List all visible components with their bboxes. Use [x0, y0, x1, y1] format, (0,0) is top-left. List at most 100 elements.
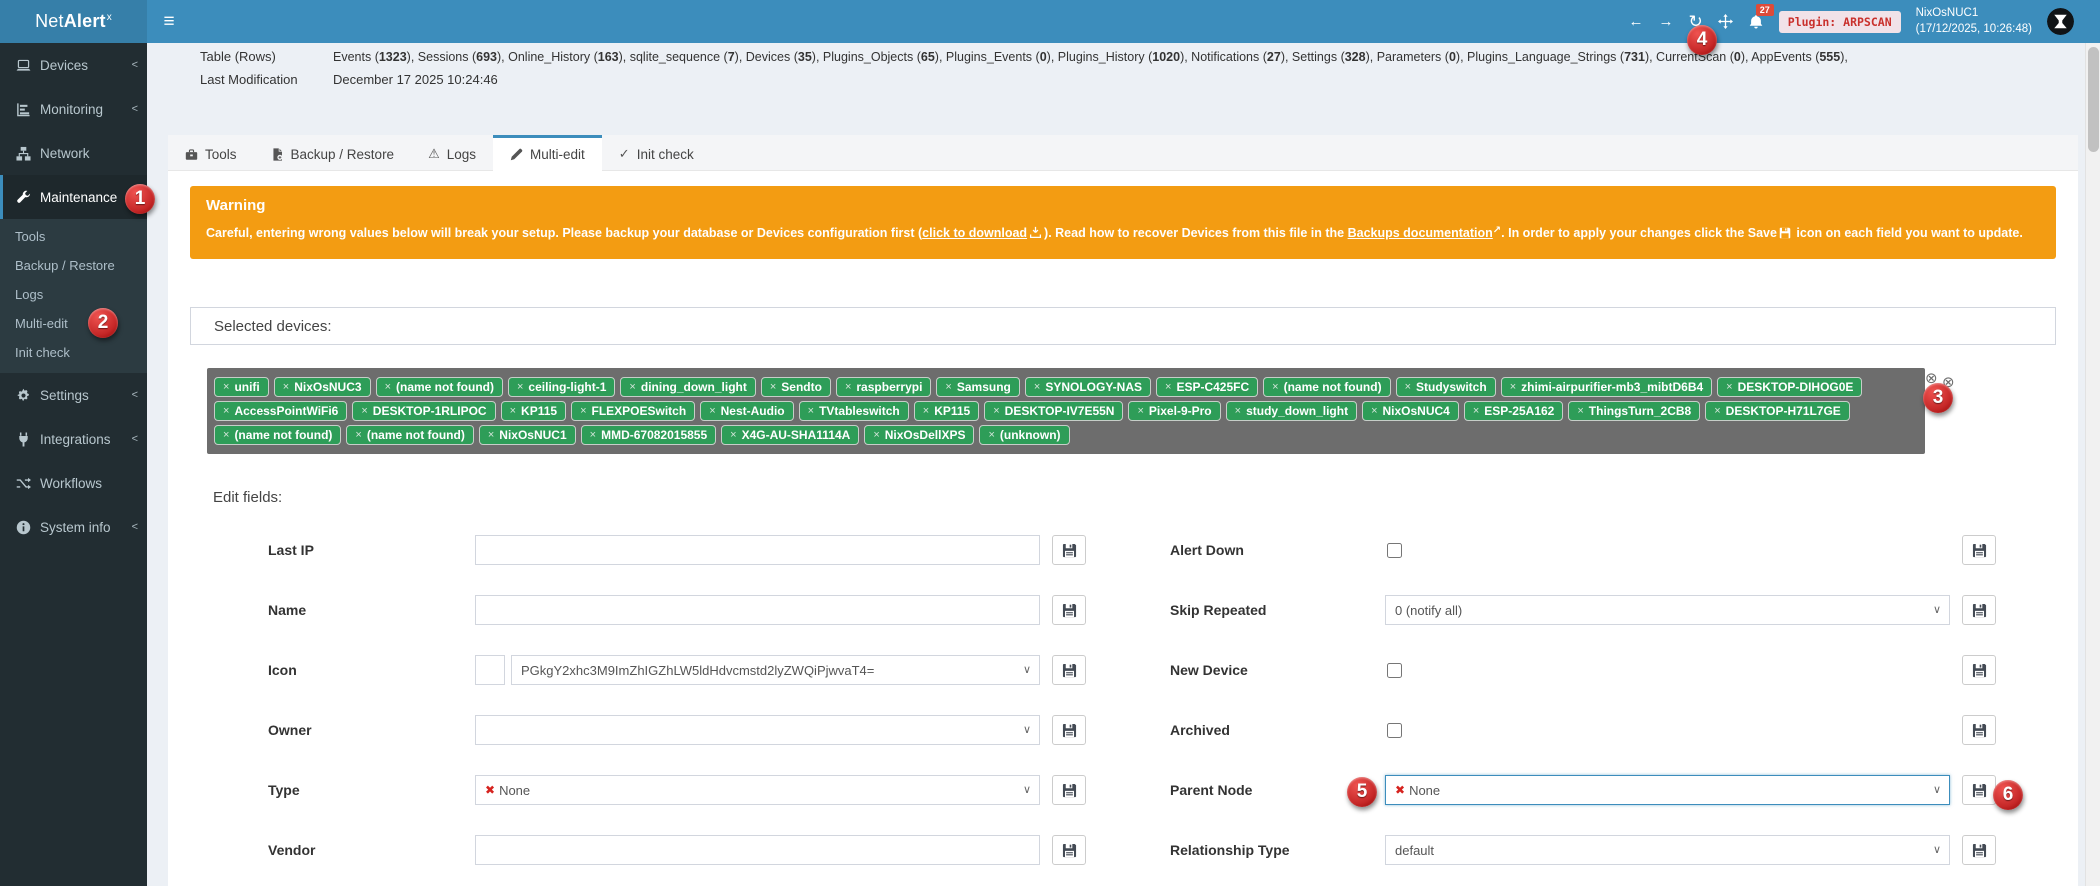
- user-avatar[interactable]: [2047, 8, 2074, 35]
- icon-select[interactable]: PGkgY2xhc3M9ImZhIGZhLW5ldHdvcmstd2lyZWQi…: [511, 655, 1040, 685]
- vertical-scrollbar[interactable]: [2085, 43, 2100, 886]
- owner-select[interactable]: ∨: [475, 715, 1040, 745]
- remove-device-icon[interactable]: ×: [1577, 405, 1584, 417]
- tab-init-check[interactable]: ✓ Init check: [602, 135, 711, 170]
- save-last-ip-button[interactable]: [1052, 535, 1086, 565]
- device-chip[interactable]: × unifi: [214, 377, 269, 397]
- remove-device-icon[interactable]: ×: [580, 405, 587, 417]
- relationship-type-select[interactable]: default ∨: [1385, 835, 1950, 865]
- device-chip[interactable]: × (name not found): [1263, 377, 1391, 397]
- remove-device-icon[interactable]: ×: [361, 405, 368, 417]
- remove-device-icon[interactable]: ×: [1033, 381, 1041, 393]
- device-chip[interactable]: × DESKTOP-IV7E55N: [984, 401, 1124, 421]
- device-chip[interactable]: × (unknown): [979, 425, 1070, 445]
- notifications-button[interactable]: 27: [1748, 3, 1774, 30]
- sidebar-subitem[interactable]: Init check: [15, 345, 70, 360]
- remove-device-icon[interactable]: ×: [487, 429, 495, 441]
- clear-selection-icon[interactable]: ⊗: [1925, 370, 1938, 387]
- save-relationship-type-button[interactable]: [1962, 835, 1996, 865]
- remove-device-icon[interactable]: ×: [629, 381, 636, 393]
- device-chip[interactable]: × Samsung: [936, 377, 1020, 397]
- device-chip[interactable]: × (name not found): [375, 377, 503, 397]
- plugin-status-badge[interactable]: Plugin: ARPSCAN: [1778, 10, 1901, 33]
- save-icon-button[interactable]: [1052, 655, 1086, 685]
- last-ip-input[interactable]: [475, 535, 1040, 565]
- device-chip[interactable]: × NixOsNUC3: [273, 377, 371, 397]
- remove-device-icon[interactable]: ×: [1137, 405, 1144, 417]
- sidebar-item-settings[interactable]: Settings <: [0, 373, 147, 417]
- save-owner-button[interactable]: [1052, 715, 1086, 745]
- tab-logs[interactable]: ⚠ Logs: [411, 135, 493, 170]
- device-chip[interactable]: × Sendto: [760, 377, 831, 397]
- selected-devices-header[interactable]: Selected devices:: [190, 307, 2056, 345]
- device-chip[interactable]: × ThingsTurn_2CB8: [1568, 401, 1701, 421]
- remove-device-icon[interactable]: ×: [1726, 381, 1733, 393]
- remove-device-icon[interactable]: ×: [844, 381, 852, 393]
- remove-device-icon[interactable]: ×: [1509, 381, 1517, 393]
- new-device-checkbox[interactable]: [1387, 662, 1402, 678]
- device-chip[interactable]: × (name not found): [214, 425, 342, 445]
- remove-device-icon[interactable]: ×: [509, 405, 517, 417]
- device-chip[interactable]: × DESKTOP-DIHOG0E: [1717, 377, 1863, 397]
- device-chip[interactable]: × TVtableswitch: [798, 401, 909, 421]
- sidebar-item-devices[interactable]: Devices <: [0, 43, 147, 87]
- save-parent-node-button[interactable]: [1962, 775, 1996, 805]
- remove-device-icon[interactable]: ×: [223, 381, 230, 393]
- remove-device-icon[interactable]: ×: [873, 429, 880, 441]
- save-skip-repeated-button[interactable]: [1962, 595, 1996, 625]
- name-input[interactable]: [475, 595, 1040, 625]
- skip-repeated-select[interactable]: 0 (notify all) ∨: [1385, 595, 1950, 625]
- remove-device-icon[interactable]: ×: [1371, 405, 1378, 417]
- remove-device-icon[interactable]: ×: [223, 405, 230, 417]
- remove-device-icon[interactable]: ×: [1472, 405, 1480, 417]
- alert-down-checkbox[interactable]: [1387, 542, 1402, 558]
- sidebar-toggle-button[interactable]: ≡: [147, 0, 191, 43]
- device-chip[interactable]: × Studyswitch: [1395, 377, 1496, 397]
- download-backup-link[interactable]: click to download: [922, 226, 1028, 240]
- remove-device-icon[interactable]: ×: [709, 405, 716, 417]
- device-chip[interactable]: × ESP-C425FC: [1156, 377, 1259, 397]
- sidebar-item-system-info[interactable]: System info <: [0, 505, 147, 549]
- save-type-button[interactable]: [1052, 775, 1086, 805]
- device-chip[interactable]: × NixOsDellXPS: [864, 425, 975, 445]
- remove-device-icon[interactable]: ×: [1272, 381, 1279, 393]
- archived-checkbox[interactable]: [1387, 722, 1402, 738]
- tab-multi-edit[interactable]: Multi-edit: [493, 135, 602, 171]
- remove-device-icon[interactable]: ×: [1234, 405, 1242, 417]
- sidebar-subitem[interactable]: Multi-edit: [15, 316, 68, 331]
- brand-logo[interactable]: Net Alert x: [0, 0, 147, 43]
- remove-device-icon[interactable]: ×: [516, 381, 524, 393]
- remove-device-icon[interactable]: ×: [355, 429, 362, 441]
- nav-forward-button[interactable]: →: [1659, 14, 1674, 29]
- remove-device-icon[interactable]: ×: [807, 405, 815, 417]
- remove-device-icon[interactable]: ×: [945, 381, 952, 393]
- sidebar-item-integrations[interactable]: Integrations <: [0, 417, 147, 461]
- remove-device-icon[interactable]: ×: [1165, 381, 1172, 393]
- device-chip[interactable]: × FLEXPOESwitch: [571, 401, 696, 421]
- sidebar-item-workflows[interactable]: Workflows: [0, 461, 147, 505]
- save-vendor-button[interactable]: [1052, 835, 1086, 865]
- device-chip[interactable]: × Pixel-9-Pro: [1128, 401, 1221, 421]
- fullscreen-button[interactable]: [1717, 14, 1733, 29]
- device-chip[interactable]: × NixOsNUC1: [478, 425, 576, 445]
- sidebar-item-network[interactable]: Network: [0, 131, 147, 175]
- type-select[interactable]: ✖ None ∨: [475, 775, 1040, 805]
- device-chip[interactable]: × KP115: [500, 401, 567, 421]
- scrollbar-thumb[interactable]: [2088, 47, 2099, 152]
- save-archived-button[interactable]: [1962, 715, 1996, 745]
- device-chip[interactable]: × MMD-67082015855: [580, 425, 717, 445]
- save-new-device-button[interactable]: [1962, 655, 1996, 685]
- device-chip[interactable]: × Nest-Audio: [700, 401, 794, 421]
- device-chip[interactable]: × SYNOLOGY-NAS: [1024, 377, 1151, 397]
- device-chip[interactable]: × DESKTOP-H71L7GE: [1705, 401, 1850, 421]
- remove-device-icon[interactable]: ×: [993, 405, 1000, 417]
- device-chip[interactable]: × KP115: [913, 401, 980, 421]
- device-chip[interactable]: × ESP-25A162: [1463, 401, 1564, 421]
- save-alert-down-button[interactable]: [1962, 535, 1996, 565]
- device-chip[interactable]: × X4G-AU-SHA1114A: [721, 425, 860, 445]
- remove-device-icon[interactable]: ×: [589, 429, 597, 441]
- save-name-button[interactable]: [1052, 595, 1086, 625]
- device-chip[interactable]: × NixOsNUC4: [1362, 401, 1459, 421]
- remove-device-icon[interactable]: ×: [1714, 405, 1721, 417]
- backups-documentation-link[interactable]: Backups documentation: [1347, 226, 1493, 240]
